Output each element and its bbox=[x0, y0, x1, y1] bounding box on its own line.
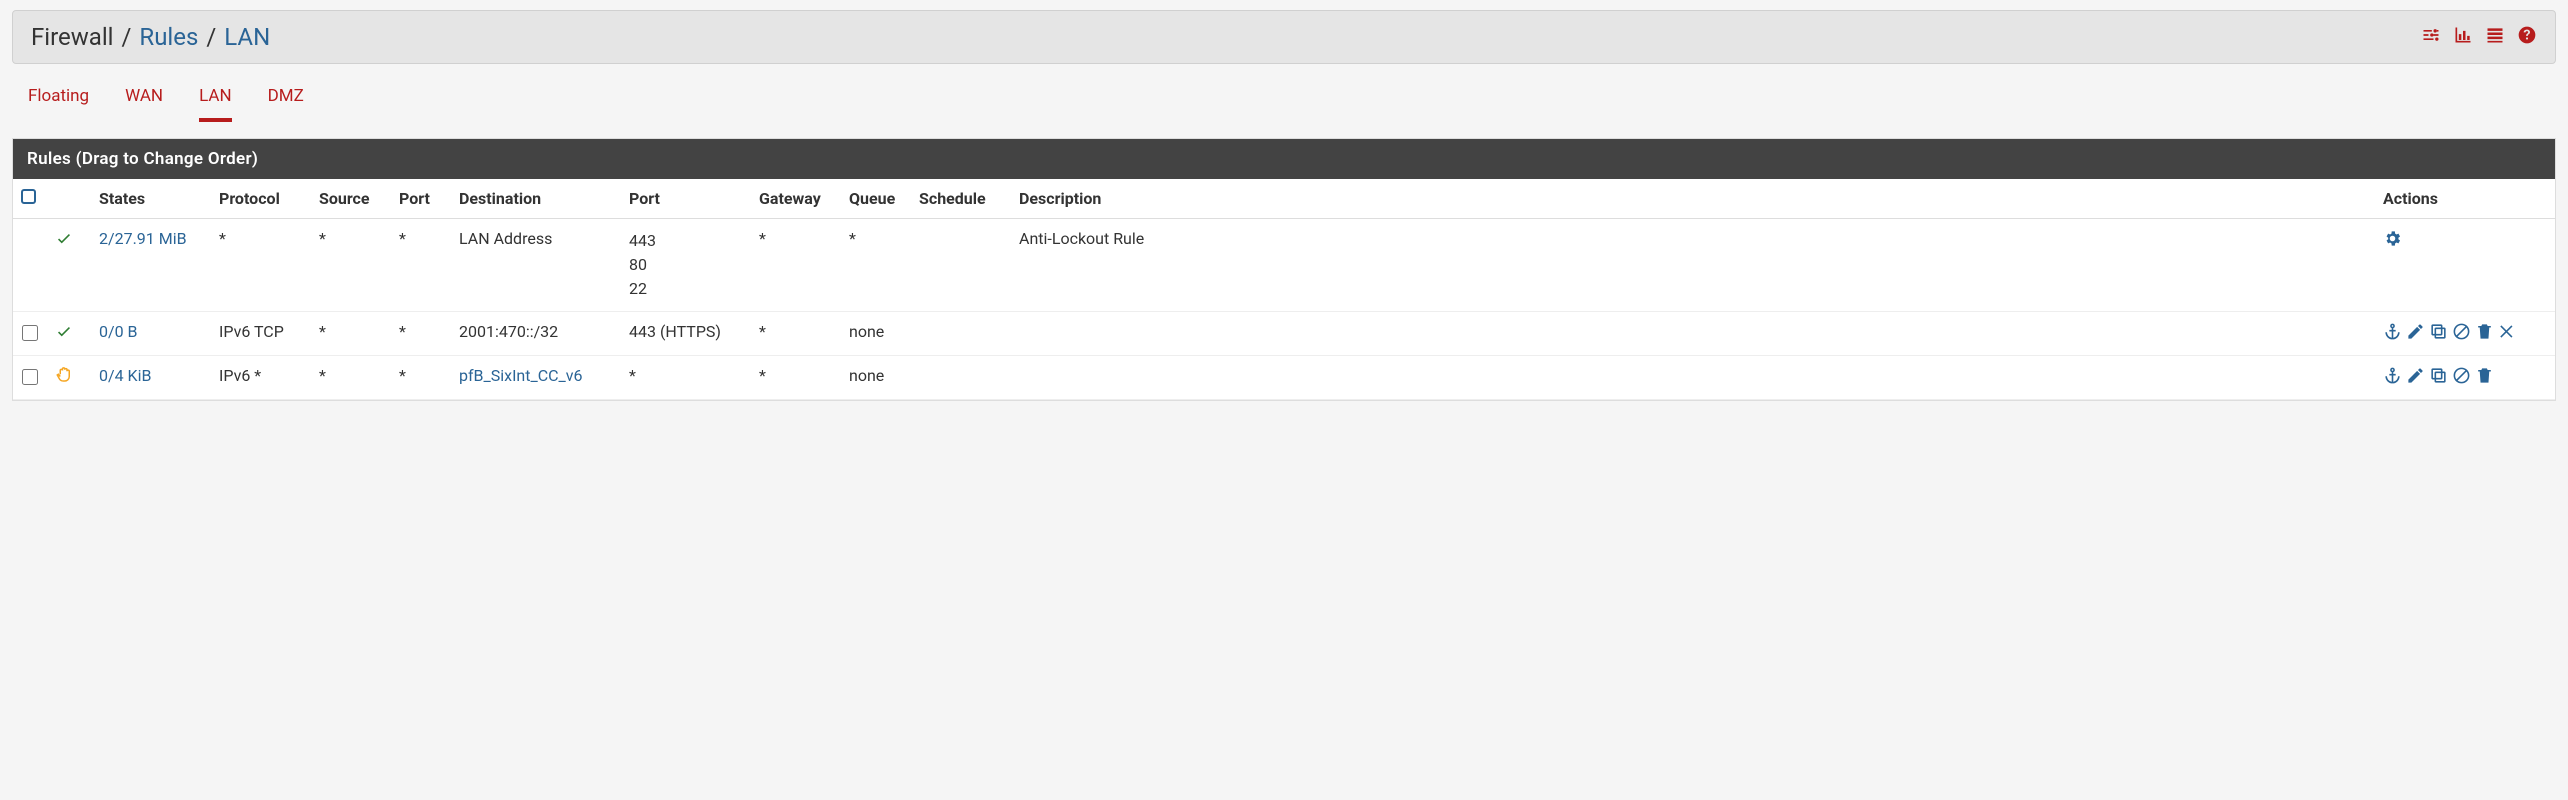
col-description: Description bbox=[1011, 179, 2375, 219]
disable-icon[interactable] bbox=[2452, 366, 2471, 389]
breadcrumb-sep: / bbox=[206, 23, 216, 51]
tab-lan[interactable]: LAN bbox=[199, 86, 232, 122]
delete-icon[interactable] bbox=[2475, 322, 2494, 345]
row-checkbox[interactable] bbox=[22, 325, 38, 341]
row-actions bbox=[2383, 229, 2547, 252]
cell-destination: 2001:470::/32 bbox=[451, 312, 621, 356]
cell-src-port: * bbox=[391, 356, 451, 400]
col-source: Source bbox=[311, 179, 391, 219]
col-port-dst: Port bbox=[621, 179, 751, 219]
cell-gateway: * bbox=[751, 312, 841, 356]
cell-queue: none bbox=[841, 356, 911, 400]
cell-schedule bbox=[911, 312, 1011, 356]
copy-icon[interactable] bbox=[2429, 366, 2448, 389]
cell-destination: LAN Address bbox=[451, 219, 621, 312]
col-states: States bbox=[91, 179, 211, 219]
breadcrumb-sep: / bbox=[122, 23, 132, 51]
states-link[interactable]: 0/0 B bbox=[99, 322, 138, 341]
chart-bar-icon[interactable] bbox=[2453, 25, 2473, 49]
cell-dst-port: 443 80 22 bbox=[629, 229, 743, 301]
col-protocol: Protocol bbox=[211, 179, 311, 219]
edit-icon[interactable] bbox=[2406, 366, 2425, 389]
cell-src-port: * bbox=[391, 219, 451, 312]
anchor-icon[interactable] bbox=[2383, 322, 2402, 345]
breadcrumb-lan-link[interactable]: LAN bbox=[224, 23, 270, 51]
row-actions bbox=[2383, 322, 2547, 345]
table-row[interactable]: 0/4 KiB IPv6 * * * pfB_SixInt_CC_v6 * * … bbox=[13, 356, 2555, 400]
breadcrumb-rules-link[interactable]: Rules bbox=[139, 23, 198, 51]
rules-panel: Rules (Drag to Change Order) States Prot… bbox=[12, 138, 2556, 401]
breadcrumb-root: Firewall bbox=[31, 23, 114, 51]
close-icon[interactable] bbox=[2498, 322, 2517, 345]
tab-wan[interactable]: WAN bbox=[125, 86, 163, 122]
col-destination: Destination bbox=[451, 179, 621, 219]
col-actions: Actions bbox=[2375, 179, 2555, 219]
cell-protocol: * bbox=[211, 219, 311, 312]
anchor-icon[interactable] bbox=[2383, 366, 2402, 389]
pass-icon bbox=[55, 325, 73, 344]
edit-icon[interactable] bbox=[2406, 322, 2425, 345]
cell-source: * bbox=[311, 219, 391, 312]
cell-description bbox=[1011, 312, 2375, 356]
cell-protocol: IPv6 TCP bbox=[211, 312, 311, 356]
table-row[interactable]: 2/27.91 MiB * * * LAN Address 443 80 22 … bbox=[13, 219, 2555, 312]
cell-source: * bbox=[311, 312, 391, 356]
block-hand-icon bbox=[55, 369, 73, 388]
copy-icon[interactable] bbox=[2429, 322, 2448, 345]
cell-gateway: * bbox=[751, 356, 841, 400]
cell-queue: none bbox=[841, 312, 911, 356]
cell-schedule bbox=[911, 219, 1011, 312]
panel-title: Rules (Drag to Change Order) bbox=[13, 139, 2555, 179]
table-header-row: States Protocol Source Port Destination … bbox=[13, 179, 2555, 219]
col-schedule: Schedule bbox=[911, 179, 1011, 219]
tab-dmz[interactable]: DMZ bbox=[268, 86, 304, 122]
cell-description: Anti-Lockout Rule bbox=[1011, 219, 2375, 312]
cell-description bbox=[1011, 356, 2375, 400]
col-gateway: Gateway bbox=[751, 179, 841, 219]
states-link[interactable]: 0/4 KiB bbox=[99, 366, 151, 385]
row-checkbox[interactable] bbox=[22, 369, 38, 385]
cell-gateway: * bbox=[751, 219, 841, 312]
tab-floating[interactable]: Floating bbox=[28, 86, 89, 122]
cell-source: * bbox=[311, 356, 391, 400]
help-icon[interactable] bbox=[2517, 25, 2537, 49]
delete-icon[interactable] bbox=[2475, 366, 2494, 389]
pass-icon bbox=[55, 232, 73, 251]
cell-dst-port: * bbox=[621, 356, 751, 400]
breadcrumb: Firewall / Rules / LAN bbox=[31, 23, 270, 51]
select-all-checkbox[interactable] bbox=[21, 189, 36, 204]
header-action-icons bbox=[2421, 25, 2537, 49]
list-icon[interactable] bbox=[2485, 25, 2505, 49]
cell-dst-port: 443 (HTTPS) bbox=[621, 312, 751, 356]
table-row[interactable]: 0/0 B IPv6 TCP * * 2001:470::/32 443 (HT… bbox=[13, 312, 2555, 356]
col-queue: Queue bbox=[841, 179, 911, 219]
rules-table: States Protocol Source Port Destination … bbox=[13, 179, 2555, 400]
page-header: Firewall / Rules / LAN bbox=[12, 10, 2556, 64]
destination-alias-link[interactable]: pfB_SixInt_CC_v6 bbox=[459, 366, 583, 385]
cell-schedule bbox=[911, 356, 1011, 400]
cell-protocol: IPv6 * bbox=[211, 356, 311, 400]
disable-icon[interactable] bbox=[2452, 322, 2471, 345]
gear-icon[interactable] bbox=[2383, 229, 2402, 252]
cell-queue: * bbox=[841, 219, 911, 312]
interface-tabs: Floating WAN LAN DMZ bbox=[0, 64, 2568, 122]
cell-src-port: * bbox=[391, 312, 451, 356]
settings-sliders-icon[interactable] bbox=[2421, 25, 2441, 49]
row-actions bbox=[2383, 366, 2547, 389]
col-port-src: Port bbox=[391, 179, 451, 219]
states-link[interactable]: 2/27.91 MiB bbox=[99, 229, 187, 248]
